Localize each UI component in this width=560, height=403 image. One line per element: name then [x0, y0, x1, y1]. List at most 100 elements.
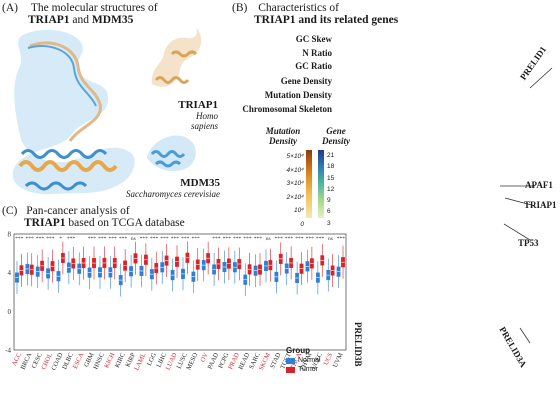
panel-b-letter: (B)	[232, 2, 248, 14]
significance-label: ***	[160, 236, 169, 242]
mutation-density-colorbar	[306, 150, 312, 218]
group-legend: Group Normal Tumor	[286, 346, 321, 373]
significance-label: ns	[266, 236, 271, 242]
legend-label-tumor: Tumor	[298, 366, 318, 373]
chr-label-chr18: chr18	[415, 293, 433, 307]
cancer-label: ACC	[11, 352, 23, 367]
panel-a-title-text: The molecular structures of	[30, 2, 158, 14]
panel-b-gene-triap1: TRIAP1	[254, 14, 296, 26]
track-label-n-ratio: N Ratio	[302, 48, 332, 58]
y-tick-label: -4	[5, 347, 11, 355]
y-tick-label: 4	[8, 269, 12, 277]
significance-label: ***	[181, 236, 190, 242]
legend-item-normal: Normal	[286, 357, 321, 364]
cancer-label: UVM	[332, 352, 345, 369]
mutation-tick: 5×10⁴	[286, 153, 304, 160]
significance-label: *	[59, 236, 62, 242]
significance-label: ***	[243, 236, 252, 242]
triap1-structure-icon	[151, 26, 202, 87]
significance-label: ***	[306, 236, 315, 242]
significance-label: ***	[223, 236, 232, 242]
protein-structure-superposition	[12, 29, 135, 195]
significance-label: ***	[171, 236, 180, 242]
panel-c-letter: (C)	[2, 205, 18, 217]
panel-c-title-rest: based on TCGA database	[68, 217, 185, 229]
significance-label: ***	[295, 236, 304, 242]
plot-frame	[13, 233, 347, 351]
gene-label-tp53: TP53	[518, 238, 539, 248]
gene-tick: 15	[327, 174, 335, 182]
panel-b-title-line1: Characteristics of	[258, 2, 340, 14]
mutation-density-ticks: 5×10⁴ 4×10⁴ 3×10⁴ 2×10⁴ 10⁴ 0	[276, 150, 304, 232]
gene-density-ticks: 21 18 15 12 9 6 3	[327, 150, 343, 229]
triap1-species: Homo sapiens	[191, 111, 218, 131]
gene-tick: 3	[327, 219, 331, 227]
chr-label-chr5: chr5	[464, 103, 477, 111]
panel-a-letter: (A)	[2, 2, 18, 14]
chr-label-chr17: chr17	[381, 251, 396, 269]
mutation-tick: 10⁴	[293, 207, 304, 215]
gene-tick: 21	[327, 152, 335, 159]
y-tick-label: 8	[8, 231, 12, 239]
panel-a-gene-triap1: TRIAP1	[28, 14, 70, 26]
mdm35-structure-icon	[147, 135, 196, 171]
gene-label-triap1: TRIAP1	[524, 200, 557, 210]
significance-label: ***	[274, 236, 283, 242]
y-tick-label: 0	[8, 308, 12, 316]
legend-swatch-tumor	[286, 366, 295, 373]
panel-c-gene-triap1: TRIAP1	[24, 217, 66, 229]
significance-label: ns	[328, 236, 333, 242]
chr-label-chr12: chr12	[370, 198, 383, 216]
gene-label-apaf1: APAF1	[525, 180, 553, 190]
track-label-chromosomal-skeleton: Chromosomal Skeleton	[242, 104, 332, 114]
triap1-label: TRIAP1 Homo sapiens	[168, 99, 218, 131]
mutation-tick: 2×10⁴	[286, 193, 304, 201]
legend-label-normal: Normal	[298, 357, 321, 364]
group-legend-title: Group	[286, 346, 310, 355]
significance-label: ***	[98, 236, 107, 242]
panel-b-title-rest: and its related genes	[298, 14, 399, 26]
track-label-gc-skew: GC Skew	[295, 34, 332, 44]
significance-label: ns	[131, 236, 136, 242]
legend-item-tumor: Tumor	[286, 366, 321, 373]
gene-tick: 18	[327, 163, 335, 171]
mutation-tick: 3×10⁴	[286, 180, 304, 188]
mutation-tick: 4×10⁴	[286, 166, 304, 174]
significance-label: ***	[67, 236, 76, 242]
chr-label-chr20: chr20	[458, 306, 474, 314]
panel-c-title-line1: Pan-cancer analysis of	[26, 205, 130, 217]
circos-plot: chr5 chr12 chr17 chr18 chr20	[370, 67, 553, 344]
gene-density-colorbar	[318, 150, 324, 218]
gene-label-prelid3b: PRELID3B	[353, 322, 363, 367]
track-label-gc-ratio: GC Ratio	[295, 61, 332, 71]
mdm35-name: MDM35	[180, 177, 220, 189]
mdm35-species: Saccharomyces cerevisiae	[125, 189, 220, 199]
triap1-name: TRIAP1	[178, 99, 218, 111]
gene-density-legend-title: Gene Density	[322, 126, 350, 146]
panel-a-title-and: and	[72, 14, 90, 26]
significance-label: ***	[191, 236, 200, 242]
significance-label: ***	[36, 236, 45, 242]
pan-cancer-boxplot: 840-4***ACC***BRCA***CESC***CHOL*COAD***…	[5, 231, 347, 372]
cancer-label: ESCA	[72, 352, 85, 370]
track-label-mutation-density: Mutation Density	[264, 90, 332, 100]
significance-label: ***	[140, 236, 149, 242]
mutation-tick: 0	[300, 220, 304, 228]
significance-label: ***	[233, 236, 242, 242]
gene-tick: 9	[327, 197, 331, 205]
gene-tick: 12	[327, 185, 335, 193]
gene-tick: 6	[327, 208, 331, 216]
significance-label: ***	[150, 236, 159, 242]
panel-a-gene-mdm35: MDM35	[91, 14, 134, 26]
panel-a-title: (A) The molecular structures of TRIAP1 a…	[2, 2, 158, 26]
track-label-gene-density: Gene Density	[280, 76, 332, 86]
legend-swatch-normal	[286, 357, 295, 364]
significance-label: ***	[337, 236, 346, 242]
significance-label: ***	[254, 236, 263, 242]
cancer-label: UCS	[323, 352, 335, 367]
mdm35-label: MDM35 Saccharomyces cerevisiae	[98, 177, 220, 199]
significance-label: ***	[88, 236, 97, 242]
significance-label: ***	[15, 236, 24, 242]
panel-c-title: (C) Pan-cancer analysis of TRIAP1 based …	[2, 205, 185, 229]
significance-label: ***	[212, 236, 221, 242]
